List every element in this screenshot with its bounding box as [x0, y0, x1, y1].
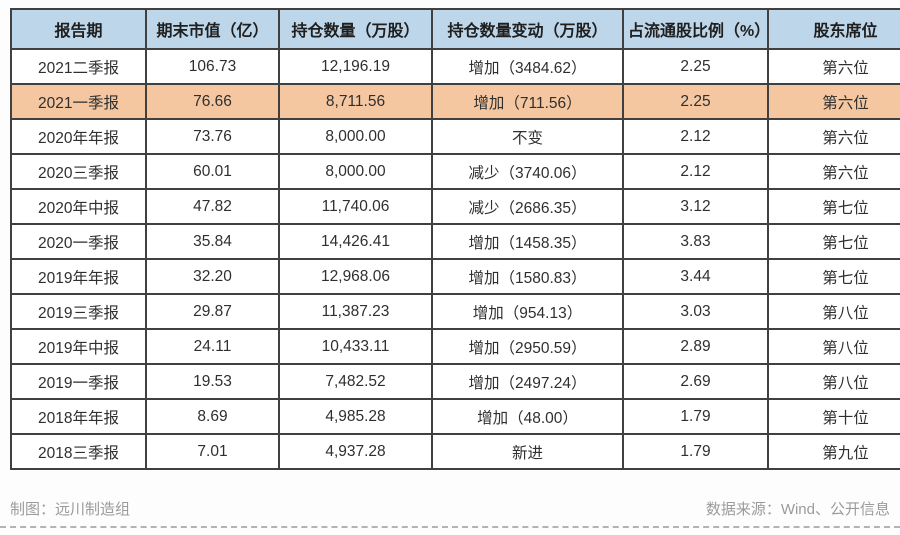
cell-shareholder-rank: 第六位	[767, 83, 900, 120]
cell-report-period: 2019年中报	[10, 328, 147, 365]
table-row: 2018三季报 7.01 4,937.28 新进 1.79 第九位	[10, 433, 900, 470]
header-cell-market-value: 期末市值（亿）	[145, 8, 280, 50]
cell-float-ratio: 2.69	[622, 363, 769, 400]
dashed-divider	[0, 526, 900, 528]
table-row: 2019三季报 29.87 11,387.23 增加（954.13） 3.03 …	[10, 293, 900, 330]
header-cell-float-ratio: 占流通股比例（%）	[622, 8, 769, 50]
cell-holding-change: 增加（1458.35）	[431, 223, 624, 260]
cell-holding-quantity: 11,387.23	[278, 293, 433, 330]
table-row: 2018年年报 8.69 4,985.28 增加（48.00） 1.79 第十位	[10, 398, 900, 435]
cell-holding-quantity: 4,985.28	[278, 398, 433, 435]
cell-holding-quantity: 10,433.11	[278, 328, 433, 365]
cell-holding-change: 不变	[431, 118, 624, 155]
cell-float-ratio: 2.89	[622, 328, 769, 365]
cell-holding-quantity: 11,740.06	[278, 188, 433, 225]
cell-holding-quantity: 12,968.06	[278, 258, 433, 295]
cell-market-value: 24.11	[145, 328, 280, 365]
cell-market-value: 73.76	[145, 118, 280, 155]
table-body: 2021二季报 106.73 12,196.19 增加（3484.62） 2.2…	[10, 48, 900, 470]
cell-holding-change: 减少（3740.06）	[431, 153, 624, 190]
table-row: 2019年中报 24.11 10,433.11 增加（2950.59） 2.89…	[10, 328, 900, 365]
holdings-table: 报告期 期末市值（亿） 持仓数量（万股） 持仓数量变动（万股） 占流通股比例（%…	[10, 8, 900, 470]
footer: 制图：远川制造组 数据来源：Wind、公开信息	[10, 498, 890, 519]
header-cell-holding-quantity: 持仓数量（万股）	[278, 8, 433, 50]
cell-holding-quantity: 14,426.41	[278, 223, 433, 260]
cell-report-period: 2021二季报	[10, 48, 147, 85]
table-row: 2019年年报 32.20 12,968.06 增加（1580.83） 3.44…	[10, 258, 900, 295]
cell-shareholder-rank: 第八位	[767, 293, 900, 330]
cell-float-ratio: 2.12	[622, 153, 769, 190]
cell-market-value: 7.01	[145, 433, 280, 470]
cell-shareholder-rank: 第八位	[767, 328, 900, 365]
cell-market-value: 32.20	[145, 258, 280, 295]
cell-shareholder-rank: 第八位	[767, 363, 900, 400]
cell-float-ratio: 1.79	[622, 433, 769, 470]
header-row: 报告期 期末市值（亿） 持仓数量（万股） 持仓数量变动（万股） 占流通股比例（%…	[10, 8, 900, 50]
cell-holding-quantity: 8,000.00	[278, 118, 433, 155]
cell-float-ratio: 3.12	[622, 188, 769, 225]
table-row: 2020年年报 73.76 8,000.00 不变 2.12 第六位	[10, 118, 900, 155]
cell-holding-change: 增加（711.56）	[431, 83, 624, 120]
cell-shareholder-rank: 第六位	[767, 118, 900, 155]
table-row: 2020三季报 60.01 8,000.00 减少（3740.06） 2.12 …	[10, 153, 900, 190]
header-cell-shareholder-rank: 股东席位	[767, 8, 900, 50]
table-row: 2020一季报 35.84 14,426.41 增加（1458.35） 3.83…	[10, 223, 900, 260]
cell-holding-change: 减少（2686.35）	[431, 188, 624, 225]
cell-shareholder-rank: 第七位	[767, 223, 900, 260]
cell-float-ratio: 2.25	[622, 83, 769, 120]
cell-holding-change: 增加（2950.59）	[431, 328, 624, 365]
cell-market-value: 29.87	[145, 293, 280, 330]
cell-holding-change: 增加（48.00）	[431, 398, 624, 435]
cell-market-value: 60.01	[145, 153, 280, 190]
cell-report-period: 2018三季报	[10, 433, 147, 470]
cell-report-period: 2019一季报	[10, 363, 147, 400]
cell-market-value: 19.53	[145, 363, 280, 400]
cell-shareholder-rank: 第六位	[767, 48, 900, 85]
cell-float-ratio: 3.03	[622, 293, 769, 330]
cell-market-value: 8.69	[145, 398, 280, 435]
cell-market-value: 47.82	[145, 188, 280, 225]
cell-market-value: 76.66	[145, 83, 280, 120]
cell-report-period: 2020年年报	[10, 118, 147, 155]
cell-float-ratio: 1.79	[622, 398, 769, 435]
cell-shareholder-rank: 第六位	[767, 153, 900, 190]
cell-float-ratio: 3.83	[622, 223, 769, 260]
header-cell-holding-change: 持仓数量变动（万股）	[431, 8, 624, 50]
cell-float-ratio: 2.25	[622, 48, 769, 85]
source-text: 数据来源：Wind、公开信息	[705, 501, 890, 518]
cell-holding-change: 增加（3484.62）	[431, 48, 624, 85]
cell-holding-quantity: 4,937.28	[278, 433, 433, 470]
cell-shareholder-rank: 第七位	[767, 258, 900, 295]
cell-holding-change: 增加（1580.83）	[431, 258, 624, 295]
cell-report-period: 2019年年报	[10, 258, 147, 295]
table-row: 2019一季报 19.53 7,482.52 增加（2497.24） 2.69 …	[10, 363, 900, 400]
cell-report-period: 2020年中报	[10, 188, 147, 225]
table-row: 2021一季报 76.66 8,711.56 增加（711.56） 2.25 第…	[10, 83, 900, 120]
table-row: 2020年中报 47.82 11,740.06 减少（2686.35） 3.12…	[10, 188, 900, 225]
cell-report-period: 2019三季报	[10, 293, 147, 330]
header-cell-report-period: 报告期	[10, 8, 147, 50]
table-container: 报告期 期末市值（亿） 持仓数量（万股） 持仓数量变动（万股） 占流通股比例（%…	[10, 8, 900, 494]
cell-report-period: 2020三季报	[10, 153, 147, 190]
cell-holding-quantity: 12,196.19	[278, 48, 433, 85]
table-row: 2021二季报 106.73 12,196.19 增加（3484.62） 2.2…	[10, 48, 900, 85]
cell-float-ratio: 2.12	[622, 118, 769, 155]
cell-shareholder-rank: 第七位	[767, 188, 900, 225]
cell-report-period: 2018年年报	[10, 398, 147, 435]
cell-market-value: 35.84	[145, 223, 280, 260]
cell-report-period: 2021一季报	[10, 83, 147, 120]
credit-text: 制图：远川制造组	[10, 501, 131, 518]
cell-shareholder-rank: 第十位	[767, 398, 900, 435]
cell-holding-change: 增加（954.13）	[431, 293, 624, 330]
cell-holding-change: 增加（2497.24）	[431, 363, 624, 400]
cell-holding-quantity: 8,711.56	[278, 83, 433, 120]
cell-market-value: 106.73	[145, 48, 280, 85]
cell-shareholder-rank: 第九位	[767, 433, 900, 470]
cell-holding-change: 新进	[431, 433, 624, 470]
cell-holding-quantity: 7,482.52	[278, 363, 433, 400]
cell-holding-quantity: 8,000.00	[278, 153, 433, 190]
cell-report-period: 2020一季报	[10, 223, 147, 260]
cell-float-ratio: 3.44	[622, 258, 769, 295]
